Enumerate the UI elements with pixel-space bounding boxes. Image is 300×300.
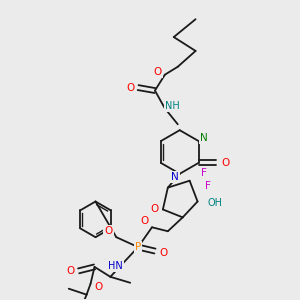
Text: HN: HN bbox=[108, 261, 123, 271]
Text: O: O bbox=[160, 248, 168, 258]
Text: O: O bbox=[94, 282, 103, 292]
Text: O: O bbox=[67, 266, 75, 276]
Text: P: P bbox=[135, 242, 141, 252]
Text: N: N bbox=[200, 133, 207, 143]
Text: F: F bbox=[205, 181, 210, 191]
Text: NH: NH bbox=[165, 101, 180, 111]
Text: OH: OH bbox=[208, 199, 223, 208]
Text: O: O bbox=[154, 67, 162, 77]
Text: F: F bbox=[201, 168, 206, 178]
Text: N: N bbox=[171, 172, 178, 182]
Text: O: O bbox=[126, 82, 134, 93]
Text: O: O bbox=[221, 158, 230, 168]
Text: O: O bbox=[140, 216, 148, 226]
Text: O: O bbox=[104, 226, 112, 236]
Text: O: O bbox=[151, 204, 159, 214]
